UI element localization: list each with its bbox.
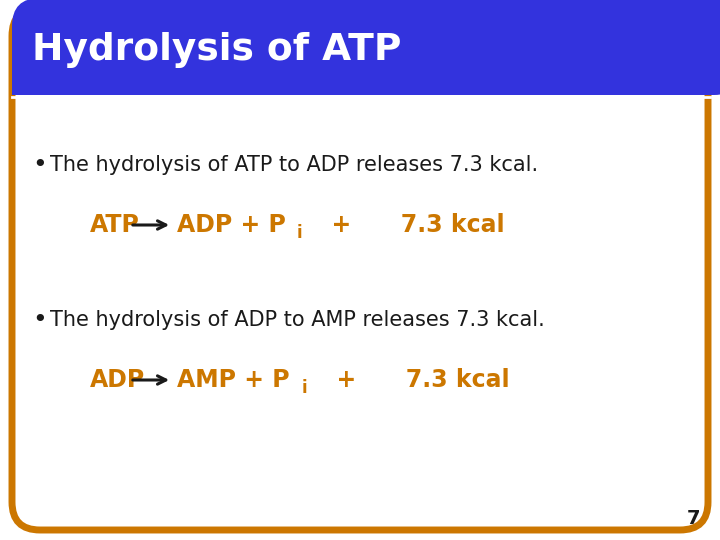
Text: •: • (32, 308, 47, 332)
Text: i: i (297, 224, 302, 242)
Text: The hydrolysis of ADP to AMP releases 7.3 kcal.: The hydrolysis of ADP to AMP releases 7.… (50, 310, 545, 330)
FancyBboxPatch shape (12, 0, 720, 95)
Text: The hydrolysis of ATP to ADP releases 7.3 kcal.: The hydrolysis of ATP to ADP releases 7.… (50, 155, 538, 175)
Bar (12, 65, 712, 95)
Text: +      7.3 kcal: + 7.3 kcal (320, 368, 510, 392)
Text: ADP: ADP (90, 368, 145, 392)
Text: AMP + P: AMP + P (177, 368, 289, 392)
Text: Hydrolysis of ATP: Hydrolysis of ATP (32, 32, 401, 68)
Text: ATP: ATP (90, 213, 140, 237)
Text: •: • (32, 153, 47, 177)
Text: i: i (302, 379, 307, 397)
Text: 7: 7 (686, 509, 700, 528)
FancyBboxPatch shape (12, 8, 708, 530)
Text: +      7.3 kcal: + 7.3 kcal (315, 213, 505, 237)
Text: ADP + P: ADP + P (177, 213, 286, 237)
